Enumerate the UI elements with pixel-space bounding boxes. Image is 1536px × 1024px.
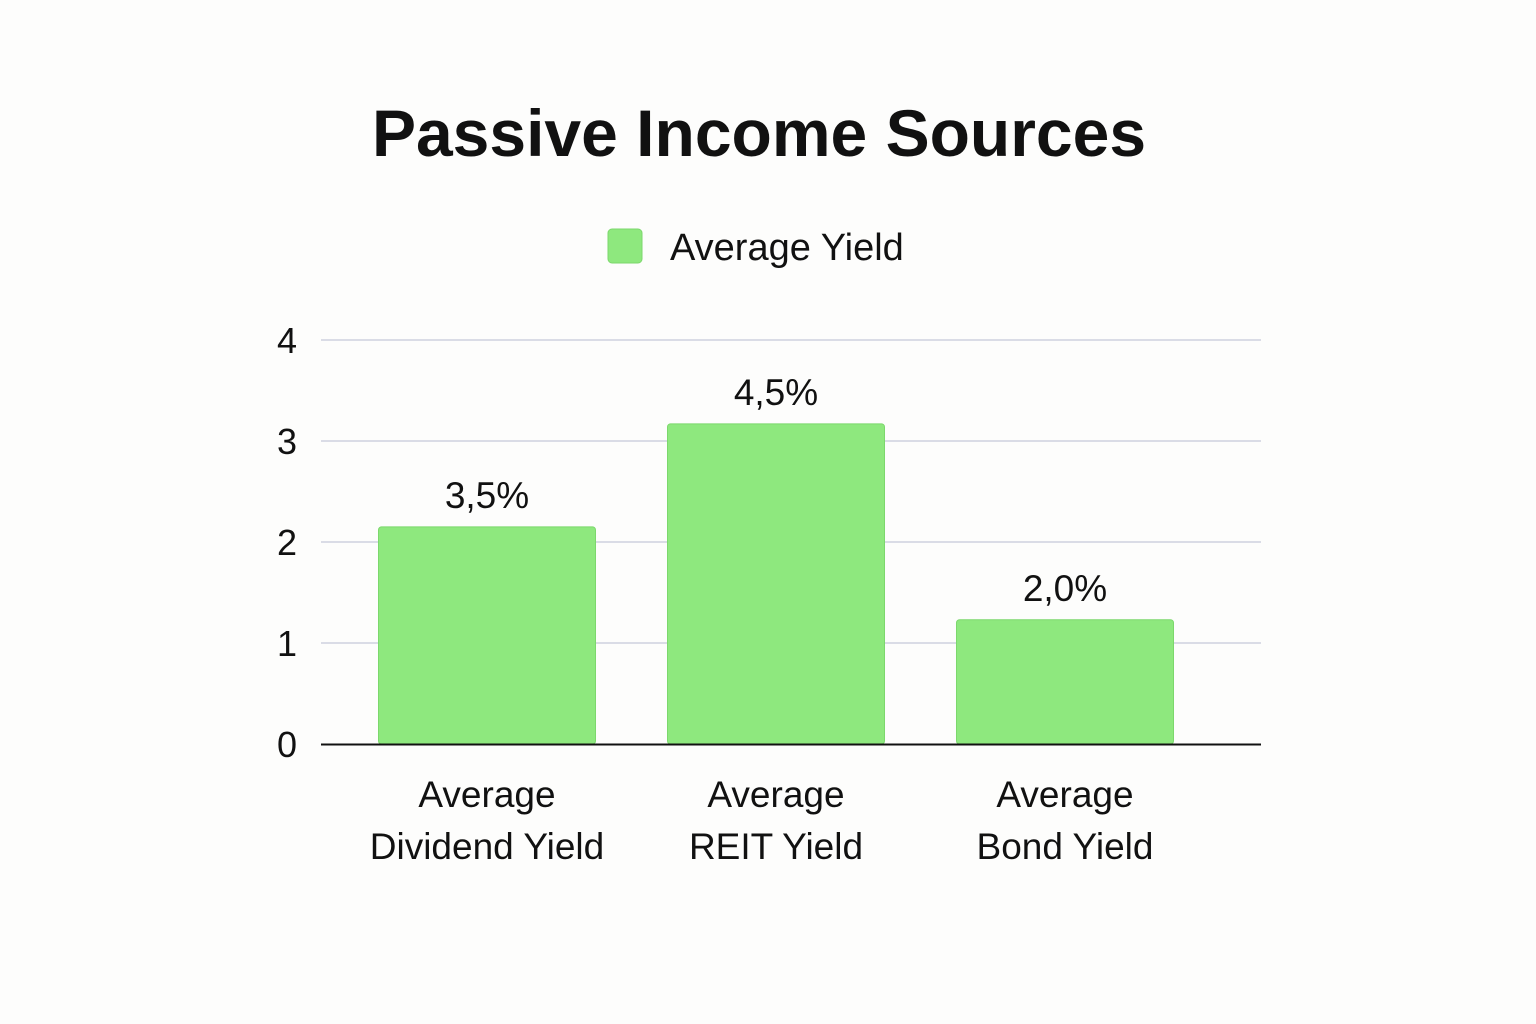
data-label: 4,5% <box>734 372 818 413</box>
data-labels: 3,5% 4,5% 2,0% <box>445 372 1107 609</box>
data-label: 2,0% <box>1023 568 1107 609</box>
bar <box>378 526 596 745</box>
y-tick-label: 2 <box>277 522 297 563</box>
bar <box>667 423 885 745</box>
x-tick-label: Average <box>418 774 555 815</box>
bar <box>956 619 1174 745</box>
legend-swatch <box>607 228 643 264</box>
y-axis-tick-labels: 0 1 2 3 4 <box>277 320 297 765</box>
data-label: 3,5% <box>445 475 529 516</box>
y-tick-label: 0 <box>277 724 297 765</box>
chart-title: Passive Income Sources <box>372 96 1146 170</box>
x-tick-label: Average <box>707 774 844 815</box>
y-tick-label: 3 <box>277 421 297 462</box>
y-tick-label: 1 <box>277 623 297 664</box>
x-tick-label: Bond Yield <box>977 826 1154 867</box>
bars <box>378 423 1174 745</box>
x-tick-label: Dividend Yield <box>370 826 604 867</box>
legend: Average Yield <box>607 227 904 269</box>
legend-label: Average Yield <box>670 227 904 269</box>
x-axis-category-labels: Average Dividend Yield Average REIT Yield Av… <box>370 774 1154 867</box>
x-tick-label: Average <box>996 774 1133 815</box>
y-tick-label: 4 <box>277 320 297 361</box>
x-tick-label: REIT Yield <box>689 826 863 867</box>
